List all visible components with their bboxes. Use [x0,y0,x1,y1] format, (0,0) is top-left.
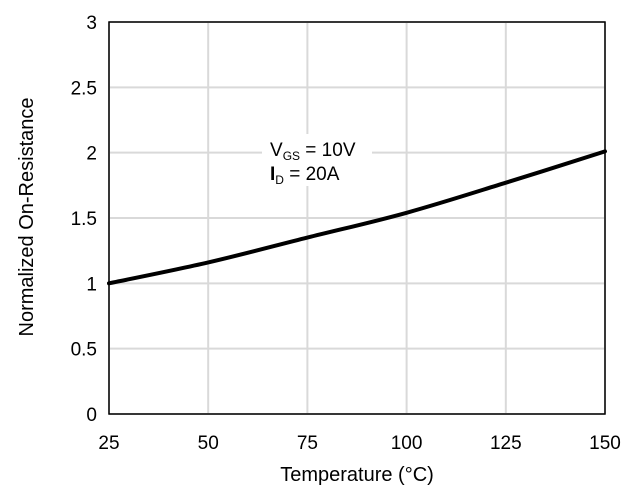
grid [108,21,606,415]
y-tick-label: 3 [86,13,97,34]
series-line-0 [107,149,607,286]
y-tick-label: 1.5 [71,209,97,230]
y-tick-label: 2 [86,144,97,165]
annotation-vgs-subscript: GS [283,149,300,163]
annotation-id-value: = 20A [284,164,340,185]
annotation-background [262,134,372,186]
y-tick-label: 0 [86,405,97,426]
annotation-line-id: ID = 20A [270,164,340,187]
x-tick-label: 25 [98,433,119,454]
series-layer [107,149,607,286]
annotation-line-vgs: VGS = 10V [270,140,356,163]
annotation-id-symbol: I [270,164,275,185]
annotation-vgs-symbol: V [270,140,283,161]
x-tick-labels: 25 50 75 100 125 150 [98,433,620,454]
x-tick-label: 125 [490,433,522,454]
annotation-vgs-value: = 10V [300,140,356,161]
y-axis-title: Normalized On-Resistance [16,98,38,337]
y-tick-label: 2.5 [71,78,97,99]
y-tick-label: 1 [86,274,97,295]
plot-frame [108,21,606,415]
annotation: VGS = 10V ID = 20A [262,134,372,187]
x-tick-label: 100 [391,433,423,454]
x-tick-label: 50 [198,433,219,454]
x-axis-title: Temperature (°C) [280,464,434,486]
x-tick-label: 150 [589,433,621,454]
annotation-id-subscript: D [275,173,284,187]
y-tick-label: 0.5 [71,340,97,361]
y-tick-labels: 0 0.5 1 1.5 2 2.5 3 [71,13,97,426]
x-tick-label: 75 [297,433,318,454]
